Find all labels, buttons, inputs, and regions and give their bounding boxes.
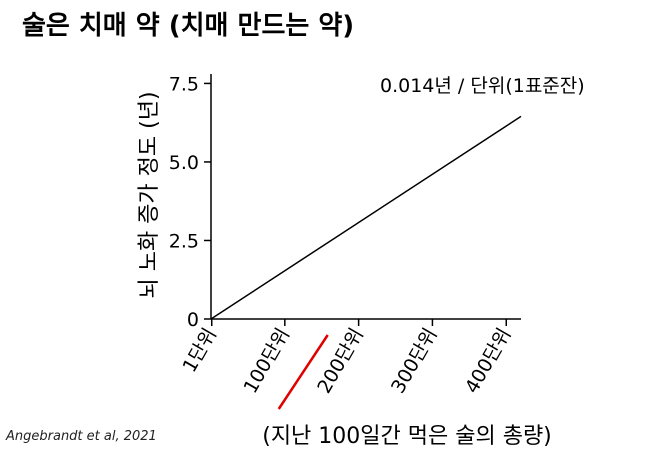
x-tick-label: 100단위 bbox=[239, 325, 294, 398]
series-line bbox=[210, 115, 522, 320]
source-citation: Angebrandt et al, 2021 bbox=[5, 429, 157, 444]
y-axis-label: 뇌 노화 증가 정도 (년) bbox=[137, 91, 162, 298]
x-ticks: 1단위 100단위 200단위 300단위 400단위 bbox=[178, 319, 516, 398]
page-title: 술은 치매 약 (치매 만드는 약) bbox=[22, 11, 354, 41]
x-tick-label: 300단위 bbox=[387, 325, 442, 398]
x-tick-label: 1단위 bbox=[178, 325, 221, 377]
x-axis-label: (지난 100일간 먹은 술의 총량) bbox=[262, 424, 552, 449]
x-tick-label: 400단위 bbox=[461, 325, 516, 398]
y-ticks: 0 2.5 5.0 7.5 bbox=[169, 73, 211, 331]
highlight-red-line bbox=[277, 334, 329, 410]
y-tick-label: 0 bbox=[187, 309, 199, 331]
slope-annotation: 0.014년 / 단위(1표준잔) bbox=[380, 75, 585, 97]
y-tick-label: 7.5 bbox=[169, 73, 199, 95]
x-tick-label: 200단위 bbox=[313, 325, 368, 398]
y-tick-label: 2.5 bbox=[169, 230, 199, 252]
series-group bbox=[210, 115, 522, 320]
y-tick-label: 5.0 bbox=[169, 152, 199, 174]
